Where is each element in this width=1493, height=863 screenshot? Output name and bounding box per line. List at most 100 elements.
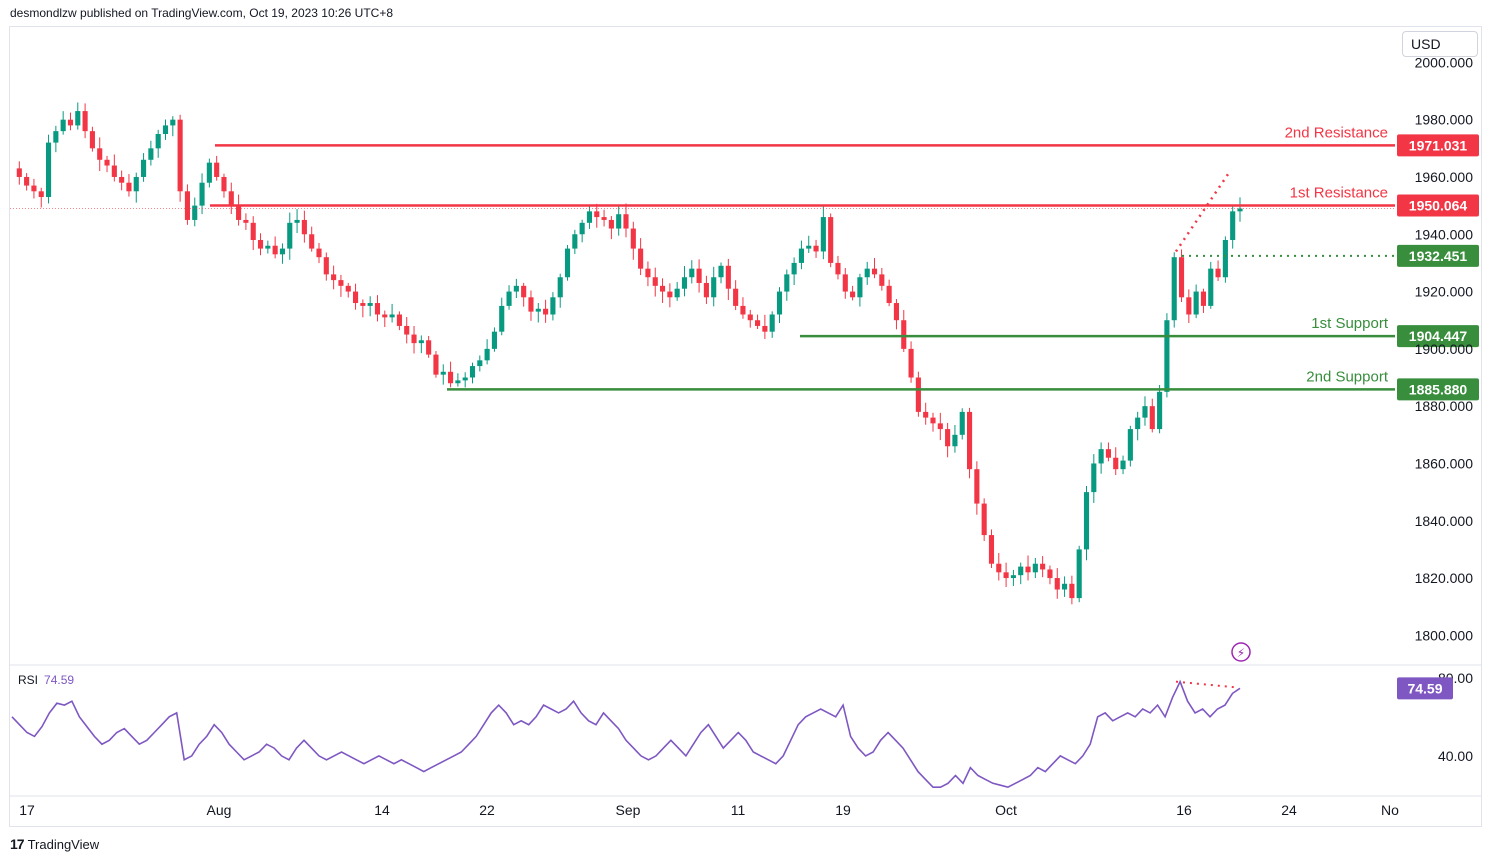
tradingview-branding[interactable]: 17 TradingView	[10, 836, 99, 852]
candle-body	[491, 331, 497, 349]
candle-body	[199, 182, 205, 206]
candle-body	[1120, 460, 1126, 470]
candle-body	[1083, 492, 1090, 550]
x-tick-label: 14	[374, 802, 390, 818]
candle-body	[141, 159, 147, 177]
candle-body	[192, 205, 198, 220]
candle-body	[67, 119, 74, 126]
candle-body	[206, 162, 212, 183]
candle-body	[813, 245, 819, 252]
candle-body	[652, 277, 658, 286]
candle-body	[901, 320, 907, 349]
candle-body	[1062, 583, 1068, 590]
x-tick-label: 24	[1281, 802, 1297, 818]
candle-body	[1047, 569, 1053, 579]
x-tick-label: Oct	[995, 802, 1017, 818]
candle-body	[301, 219, 307, 235]
candle-body	[740, 305, 746, 315]
candle-body	[1025, 566, 1031, 573]
candle-body	[959, 411, 965, 435]
candle-body	[221, 176, 227, 192]
price-badge	[1397, 325, 1479, 348]
candle-body	[1003, 572, 1009, 579]
x-tick-label: 16	[1176, 802, 1192, 818]
candle-body	[1076, 549, 1082, 599]
candle-body	[1127, 429, 1133, 461]
candle-body	[733, 288, 739, 306]
candle-body	[279, 248, 286, 255]
candle-body	[1222, 240, 1228, 278]
candle-body	[718, 265, 724, 278]
candle-body	[828, 217, 834, 263]
candle-body	[1032, 563, 1038, 573]
y-tick-label: 1900.000	[1415, 341, 1474, 357]
candle-body	[250, 222, 256, 240]
candle-body	[1113, 457, 1119, 470]
candle-body	[104, 159, 110, 166]
candle-body	[462, 377, 468, 381]
candle-body	[755, 320, 761, 326]
candle-body	[257, 240, 264, 249]
candle-body	[579, 222, 585, 235]
rsi-value-badge-text: 74.59	[1407, 680, 1442, 696]
candle-body	[850, 291, 856, 298]
currency-selector[interactable]: USD	[1402, 31, 1478, 57]
candle-body	[89, 131, 95, 149]
candle-body	[75, 111, 81, 126]
candle-body	[769, 314, 775, 332]
candle-body	[645, 268, 651, 278]
candle-body	[360, 303, 366, 306]
candle-body	[1193, 291, 1199, 315]
y-tick-label: 1880.000	[1415, 398, 1474, 414]
candle-body	[966, 411, 973, 470]
candle-body	[1040, 563, 1046, 570]
x-tick-label: 19	[835, 802, 851, 818]
candle-body	[265, 245, 271, 249]
candle-body	[404, 325, 410, 335]
price-badge	[1397, 378, 1479, 401]
candle-body	[923, 411, 929, 418]
candle-body	[31, 185, 37, 192]
candle-body	[711, 277, 717, 298]
footer-brand: TradingView	[27, 836, 100, 852]
candle-body	[236, 205, 242, 220]
price-badge	[1397, 194, 1479, 217]
candle-body	[594, 211, 600, 218]
chart-frame	[9, 26, 1482, 827]
candle-body	[426, 340, 432, 355]
candle-body	[243, 219, 249, 223]
candle-body	[345, 285, 351, 292]
tradingview-logo-icon: 17	[10, 836, 25, 852]
rsi-value-badge	[1397, 677, 1453, 700]
candle-body	[24, 176, 30, 186]
price-badge-value: 1950.064	[1409, 197, 1468, 213]
candle-body	[703, 282, 709, 298]
candle-body	[228, 191, 234, 206]
candle-body	[352, 291, 359, 304]
y-tick-label: 2000.000	[1415, 54, 1474, 70]
candle-body	[1142, 406, 1148, 418]
candle-body	[1208, 268, 1214, 306]
candle-body	[835, 262, 841, 275]
candle-body	[1178, 257, 1185, 298]
price-badge-value: 1971.031	[1409, 137, 1468, 153]
candle-body	[623, 214, 629, 229]
y-tick-label: 1840.000	[1415, 513, 1474, 529]
rsi-tick-label: 40.00	[1438, 748, 1473, 764]
candle-body	[784, 274, 790, 292]
candle-body	[528, 297, 534, 312]
candle-body	[338, 280, 344, 286]
candle-body	[1105, 449, 1111, 458]
candle-body	[564, 248, 571, 278]
candle-body	[864, 268, 870, 278]
x-tick-label: Aug	[207, 802, 232, 818]
y-tick-label: 1960.000	[1415, 169, 1474, 185]
candle-body	[331, 274, 337, 281]
candle-body	[557, 277, 563, 298]
candle-body	[411, 334, 417, 344]
candle-body	[521, 285, 527, 298]
x-tick-label: No	[1381, 802, 1399, 818]
candle-body	[272, 245, 278, 255]
y-tick-label: 1940.000	[1415, 226, 1474, 242]
